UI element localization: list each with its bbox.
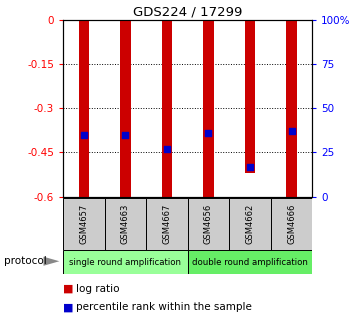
- Point: [247, 164, 253, 169]
- Bar: [203, 20, 214, 197]
- Point: [205, 130, 211, 136]
- Text: single round amplification: single round amplification: [69, 258, 182, 266]
- Bar: [105, 198, 146, 250]
- Point: [288, 129, 294, 134]
- Text: ■: ■: [63, 302, 74, 312]
- Text: percentile rank within the sample: percentile rank within the sample: [76, 302, 252, 312]
- Point: [122, 132, 129, 137]
- Polygon shape: [44, 257, 59, 266]
- Bar: [63, 250, 188, 274]
- Text: GSM4656: GSM4656: [204, 204, 213, 244]
- Bar: [188, 198, 229, 250]
- Text: GSM4667: GSM4667: [162, 204, 171, 245]
- Bar: [146, 198, 188, 250]
- Bar: [229, 198, 271, 250]
- Bar: [120, 20, 131, 197]
- Bar: [79, 20, 89, 197]
- Bar: [271, 198, 312, 250]
- Bar: [245, 20, 255, 173]
- Text: GSM4666: GSM4666: [287, 204, 296, 245]
- Bar: [188, 250, 312, 274]
- Bar: [162, 20, 172, 197]
- Text: GSM4662: GSM4662: [245, 204, 255, 244]
- Text: double round amplification: double round amplification: [192, 258, 308, 266]
- Text: ■: ■: [63, 284, 74, 294]
- Text: log ratio: log ratio: [76, 284, 119, 294]
- Text: protocol: protocol: [4, 256, 46, 266]
- Point: [81, 132, 87, 137]
- Point: [164, 146, 170, 152]
- Title: GDS224 / 17299: GDS224 / 17299: [133, 6, 242, 19]
- Bar: [63, 198, 105, 250]
- Bar: [286, 20, 297, 197]
- Text: GSM4657: GSM4657: [79, 204, 88, 244]
- Text: GSM4663: GSM4663: [121, 204, 130, 245]
